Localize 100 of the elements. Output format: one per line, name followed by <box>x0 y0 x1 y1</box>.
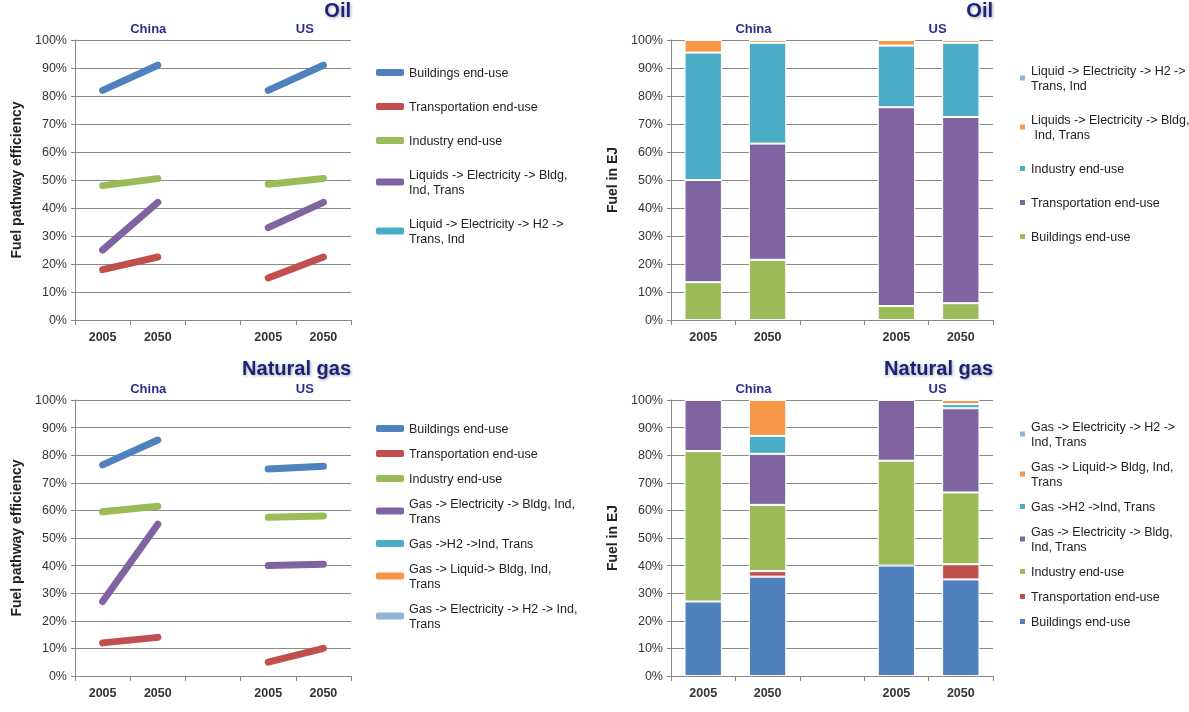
y-tick-label: 90% <box>637 420 663 435</box>
y-tick-label: 0% <box>48 313 67 327</box>
legend-label: Industry end-use <box>409 133 503 148</box>
y-tick-label: 10% <box>41 285 67 299</box>
y-tick-label: 90% <box>637 61 663 75</box>
y-axis-title: Fuel in EJ <box>604 504 620 572</box>
y-tick-label: 20% <box>41 613 67 628</box>
y-tick-label: 100% <box>631 33 663 47</box>
y-tick-label: 60% <box>41 145 67 159</box>
x-tick-label: 2050 <box>309 685 338 700</box>
y-tick-label: 30% <box>637 586 663 601</box>
y-tick-label: 80% <box>637 89 663 103</box>
text: China <box>130 381 168 396</box>
y-tick-label: 20% <box>41 257 67 271</box>
x-tick-label: 2050 <box>143 685 172 700</box>
legend-label: Industry end-use <box>409 471 503 486</box>
y-tick-label: 40% <box>41 201 67 215</box>
y-tick-label: 30% <box>637 229 663 243</box>
chart-title: Oil <box>324 0 351 21</box>
y-tick-label: 50% <box>637 531 663 545</box>
legend-label: Gas ->H2 ->Ind, Trans <box>1031 499 1156 514</box>
legend-label: Transportation end-use <box>1031 589 1160 604</box>
y-tick-label: 80% <box>41 89 67 103</box>
y-tick-label: 40% <box>41 558 67 573</box>
y-tick-label: 90% <box>41 420 67 435</box>
legend-label: Gas -> Electricity -> Bldg, Ind, Trans <box>409 496 579 526</box>
y-tick-label: 40% <box>637 201 663 215</box>
x-tick-label: 2005 <box>689 685 718 700</box>
y-axis-title: Fuel in EJ <box>604 146 620 214</box>
y-tick-label: 10% <box>637 285 663 299</box>
chart-title: Oil <box>966 0 993 21</box>
legend-label: Buildings end-use <box>1031 614 1131 629</box>
text: US <box>928 21 947 36</box>
legend-label: Liquid -> Electricity -> H2 -> Trans, Ind <box>409 216 568 246</box>
legend-label: Gas -> Liquid-> Bldg, Ind, Trans <box>409 561 555 591</box>
y-tick-label: 0% <box>48 669 67 683</box>
legend-label: Liquid -> Electricity -> H2 -> Trans, Ind <box>1031 63 1189 93</box>
y-tick-label: 90% <box>41 61 67 75</box>
text: US <box>928 381 947 396</box>
legend-label: Gas -> Electricity -> Bldg, Ind, Trans <box>1031 524 1177 554</box>
bar <box>942 400 980 405</box>
y-tick-label: 40% <box>637 558 663 573</box>
legend-label: Gas -> Electricity -> H2 -> Ind, Trans <box>409 601 581 631</box>
y-tick-label: 60% <box>637 503 663 518</box>
y-tick-label: 60% <box>637 145 663 159</box>
y-tick-label: 0% <box>644 313 663 327</box>
text: US <box>295 381 315 396</box>
y-tick-label: 60% <box>41 503 67 518</box>
y-tick-label: 70% <box>637 475 663 490</box>
x-tick-label: 2050 <box>309 329 338 344</box>
text: China <box>735 381 773 396</box>
y-axis-title: Fuel pathway efficiency <box>8 459 24 617</box>
y-tick-label: 70% <box>41 475 67 490</box>
y-tick-label: 10% <box>41 641 67 656</box>
x-tick-label: 2005 <box>254 685 283 700</box>
y-tick-label: 50% <box>637 173 663 187</box>
legend-label: Buildings end-use <box>1031 229 1131 244</box>
legend-label: Buildings end-use <box>409 421 509 436</box>
y-tick-label: 0% <box>644 669 663 683</box>
text: China <box>130 21 168 36</box>
y-tick-label: 20% <box>637 613 663 628</box>
y-tick-label: 50% <box>41 531 67 545</box>
x-tick-label: 2005 <box>689 329 718 344</box>
legend-label: Transportation end-use <box>409 99 538 114</box>
x-tick-label: 2050 <box>753 685 782 700</box>
x-tick-label: 2005 <box>882 685 911 700</box>
x-tick-label: 2050 <box>753 329 782 344</box>
y-axis-title: Fuel pathway efficiency <box>8 101 24 259</box>
legend-label: Gas -> Electricity -> H2 -> Ind, Trans <box>1031 419 1179 449</box>
text: US <box>295 21 315 36</box>
y-tick-label: 50% <box>41 173 67 187</box>
x-tick-label: 2005 <box>882 329 911 344</box>
y-tick-label: 80% <box>637 448 663 463</box>
text: China <box>735 21 773 36</box>
legend-label: Liquids -> Electricity -> Bldg, Ind, Trans <box>409 167 571 197</box>
y-tick-label: 30% <box>41 586 67 601</box>
legend-label: Gas -> Liquid-> Bldg, Ind, Trans <box>1031 459 1177 489</box>
x-tick-label: 2050 <box>946 685 975 700</box>
y-tick-label: 80% <box>41 448 67 463</box>
chart-title: Natural gas <box>242 357 352 379</box>
y-tick-label: 20% <box>637 257 663 271</box>
x-tick-label: 2050 <box>946 329 975 344</box>
chart-title: Natural gas <box>884 357 994 379</box>
y-tick-label: 30% <box>41 229 67 243</box>
x-tick-label: 2005 <box>88 685 117 700</box>
legend-label: Industry end-use <box>1031 161 1125 176</box>
y-tick-label: 70% <box>637 117 663 131</box>
x-tick-label: 2005 <box>88 329 117 344</box>
y-tick-label: 100% <box>35 33 67 47</box>
y-tick-label: 10% <box>637 641 663 656</box>
y-tick-label: 100% <box>631 393 663 407</box>
y-tick-label: 70% <box>41 117 67 131</box>
x-tick-label: 2050 <box>143 329 172 344</box>
legend-label: Transportation end-use <box>409 446 538 461</box>
x-tick-label: 2005 <box>254 329 283 344</box>
legend-label: Industry end-use <box>1031 564 1125 579</box>
legend-label: Transportation end-use <box>1031 195 1160 210</box>
legend-label: Liquids -> Electricity -> Bldg, Ind, Trans <box>1031 112 1189 142</box>
legend-label: Buildings end-use <box>409 65 509 80</box>
legend-label: Gas ->H2 ->Ind, Trans <box>409 536 534 551</box>
